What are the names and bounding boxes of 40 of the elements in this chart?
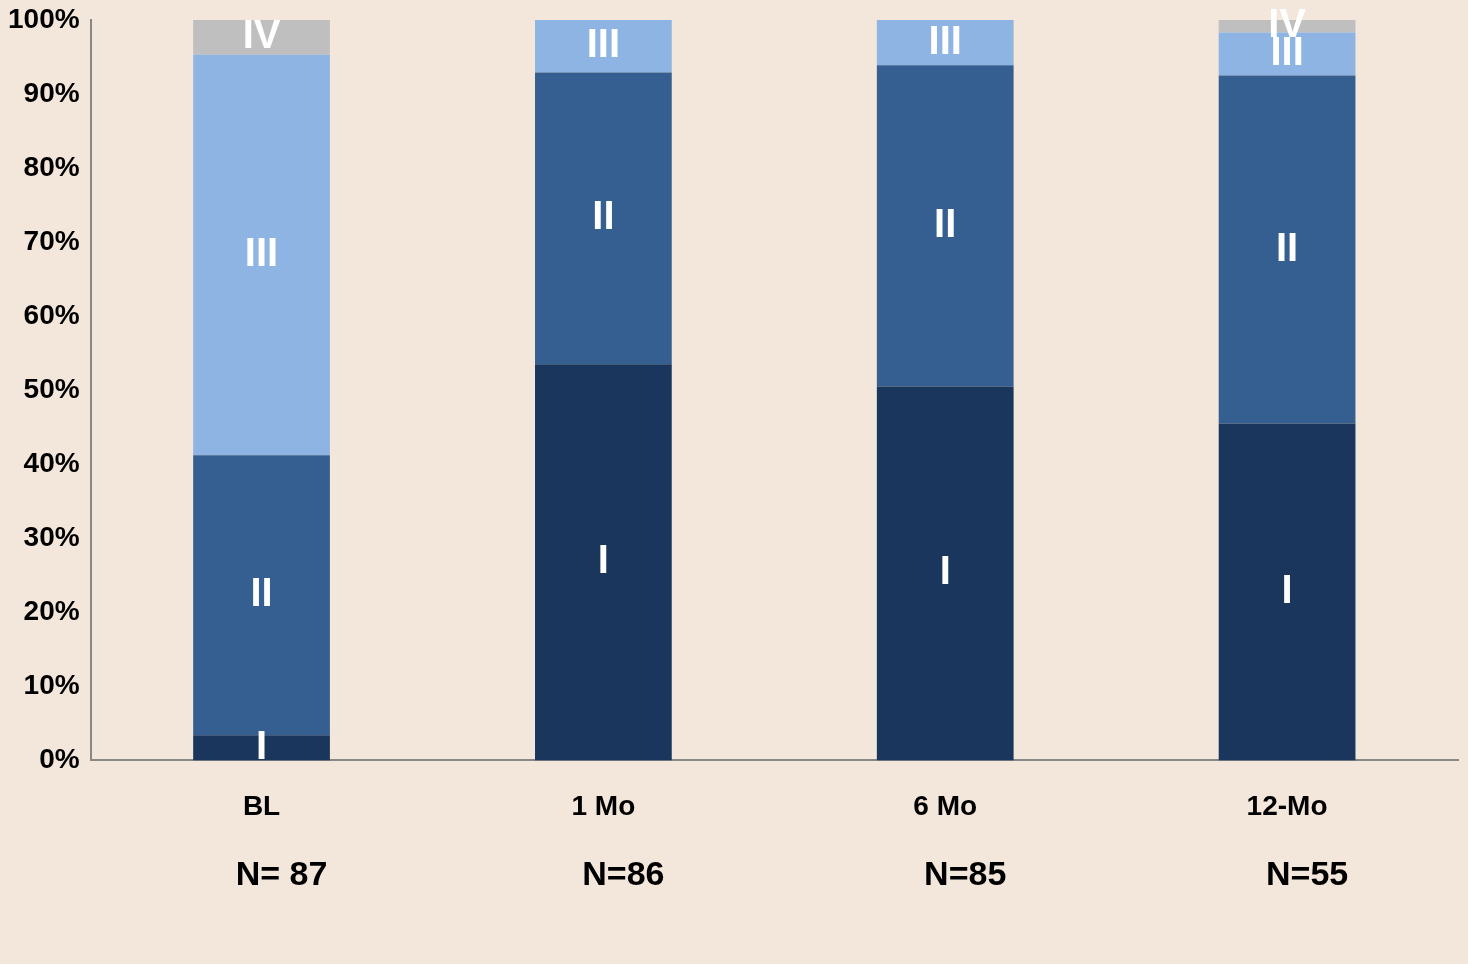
text: II bbox=[592, 193, 615, 238]
text: III bbox=[928, 17, 962, 62]
y-tick-label: 20% bbox=[23, 595, 80, 627]
y-tick-label: 100% bbox=[7, 2, 80, 34]
bar bbox=[876, 386, 1014, 761]
x-tick-label: BL bbox=[242, 789, 281, 821]
y-tick-label: 70% bbox=[23, 224, 80, 256]
bar bbox=[876, 65, 1014, 387]
bar bbox=[1218, 423, 1356, 761]
text: II bbox=[934, 200, 957, 245]
bar bbox=[193, 54, 330, 456]
series-label: III bbox=[586, 21, 621, 66]
bar bbox=[535, 364, 672, 761]
text: N=85 bbox=[924, 853, 1007, 892]
text: I bbox=[939, 548, 951, 593]
y-tick-label: 40% bbox=[23, 446, 80, 478]
x-tick-label: 12-Mo bbox=[1246, 789, 1328, 821]
text: I bbox=[597, 537, 609, 582]
text: III bbox=[244, 230, 279, 275]
bar bbox=[535, 20, 672, 73]
text: N= 87 bbox=[235, 853, 328, 892]
bar bbox=[1218, 75, 1356, 424]
bar bbox=[535, 72, 672, 365]
x-tick-label: 1 Mo bbox=[571, 789, 636, 821]
text: II bbox=[1275, 224, 1299, 269]
text: N=55 bbox=[1265, 853, 1349, 892]
series-label: IV bbox=[242, 12, 281, 57]
text: N=86 bbox=[582, 853, 665, 892]
series-label: I bbox=[255, 722, 268, 767]
y-tick-label: 50% bbox=[23, 372, 80, 404]
series-label: II bbox=[250, 570, 273, 615]
y-tick-label: 30% bbox=[23, 521, 80, 552]
y-tick-label: 0% bbox=[39, 743, 80, 775]
y-tick-label: 60% bbox=[23, 298, 80, 330]
bar bbox=[876, 20, 1014, 66]
text: I bbox=[1281, 566, 1293, 611]
x-tick-label: 6 Mo bbox=[913, 789, 978, 821]
y-tick-label: 10% bbox=[23, 669, 80, 701]
y-tick-label: 90% bbox=[23, 76, 80, 108]
y-tick-label: 80% bbox=[23, 150, 80, 182]
